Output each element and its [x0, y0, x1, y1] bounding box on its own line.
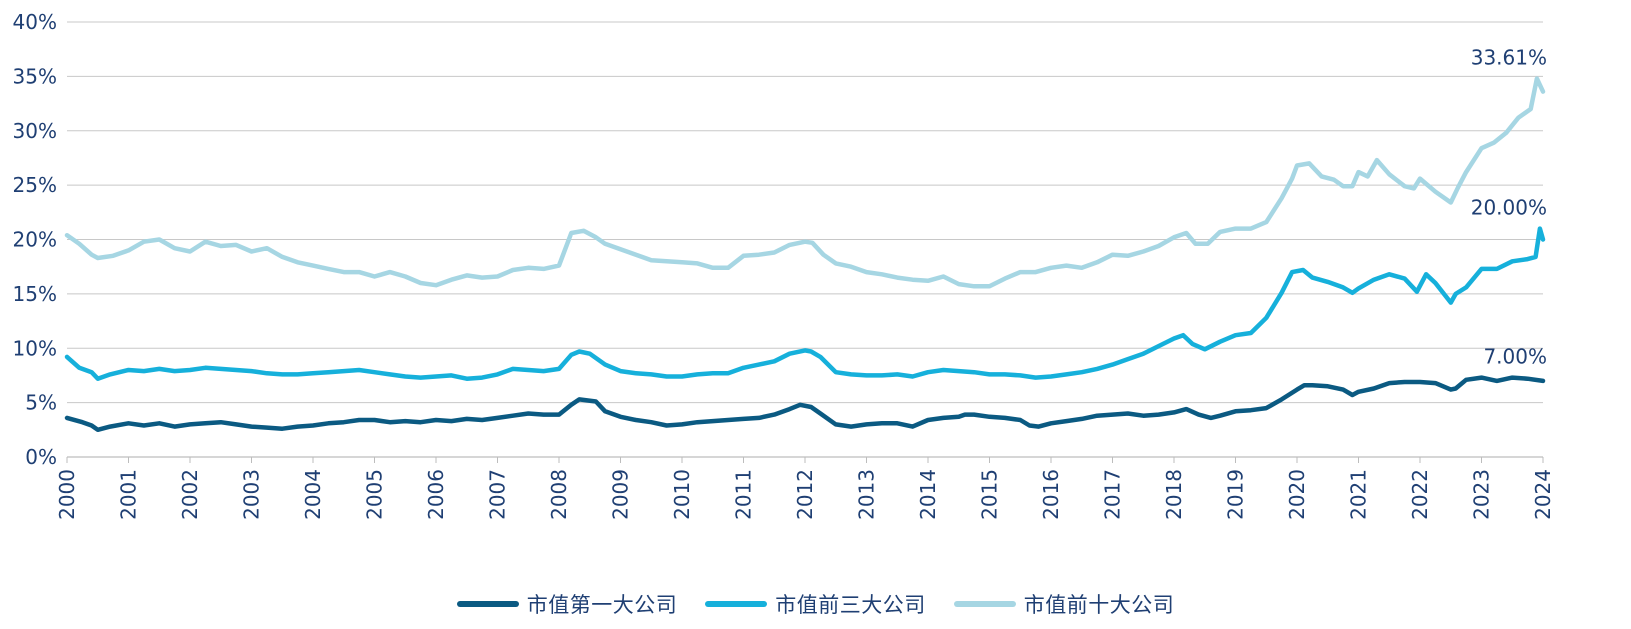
legend-swatch-series-1 — [456, 601, 519, 607]
legend-label-series-3: 市值前十大公司 — [1023, 593, 1175, 617]
x-tick-label: 2004 — [301, 469, 325, 520]
axis-layer: 0% 5% 10% 15% 20% 25% 30% 35% 40% 2000 2001 2002 200… — [13, 10, 1555, 520]
grid-layer — [67, 21, 1543, 404]
legend-item-series-3: 市值前十大公司 — [953, 589, 1175, 619]
x-tick-label: 2001 — [117, 469, 141, 520]
x-tick-label: 2021 — [1347, 469, 1371, 520]
legend-item-series-2: 市值前三大公司 — [705, 589, 926, 619]
x-tick-label: 2018 — [1162, 469, 1186, 520]
x-tick-label: 2003 — [240, 469, 264, 520]
y-tick-label: 0% — [25, 445, 57, 469]
legend: 市值第一大公司 市值前三大公司 市值前十大公司 — [0, 588, 1631, 620]
x-tick-label: 2002 — [178, 469, 202, 520]
y-tick-label: 30% — [13, 119, 57, 143]
x-tick-label: 2012 — [793, 469, 817, 520]
x-tick-label: 2010 — [670, 469, 694, 520]
x-tick-label: 2019 — [1224, 469, 1248, 520]
x-tick-label: 2011 — [732, 469, 756, 520]
x-tick-label: 2022 — [1408, 469, 1432, 520]
x-tick-label: 2013 — [855, 469, 879, 520]
series-line-2 — [64, 226, 1546, 381]
end-value-label-series-3: 33.61% — [1471, 46, 1547, 70]
x-tick-label: 2006 — [424, 469, 448, 520]
legend-swatch-series-3 — [953, 601, 1016, 607]
line-chart: 0% 5% 10% 15% 20% 25% 30% 35% 40% 2000 2001 2002 200… — [13, 10, 1555, 520]
x-tick-label: 2017 — [1101, 469, 1125, 520]
y-tick-label: 5% — [25, 391, 57, 415]
x-tick-label: 2016 — [1039, 469, 1063, 520]
legend-item-series-1: 市值第一大公司 — [456, 589, 678, 619]
x-tick-label: 2009 — [609, 469, 633, 520]
series-layer — [64, 76, 1546, 433]
x-tick-label: 2023 — [1470, 469, 1494, 520]
x-tick-label: 2007 — [486, 469, 510, 520]
x-tick-label: 2005 — [363, 469, 387, 520]
y-tick-label: 25% — [13, 173, 57, 197]
legend-label-series-2: 市值前三大公司 — [775, 593, 926, 617]
y-tick-label: 35% — [13, 64, 57, 88]
x-tick-label: 2015 — [978, 469, 1002, 520]
legend-swatch-series-2 — [705, 601, 768, 607]
x-tick-label: 2024 — [1531, 469, 1555, 520]
series-line-3 — [64, 76, 1546, 289]
y-tick-label: 10% — [13, 336, 57, 360]
y-tick-label: 40% — [13, 10, 57, 34]
x-tick-label: 2000 — [55, 469, 79, 520]
label-layer: 7.00% 20.00% 33.61% — [1471, 46, 1547, 369]
x-tick-label: 2008 — [547, 469, 571, 520]
x-tick-label: 2020 — [1285, 469, 1309, 520]
y-tick-label: 15% — [13, 282, 57, 306]
series-line-1 — [64, 375, 1546, 433]
end-value-label-series-2: 20.00% — [1471, 196, 1547, 220]
legend-label-series-1: 市值第一大公司 — [526, 593, 678, 617]
end-value-label-series-1: 7.00% — [1483, 345, 1547, 369]
x-tick-label: 2014 — [916, 469, 940, 520]
y-tick-label: 20% — [13, 228, 57, 252]
